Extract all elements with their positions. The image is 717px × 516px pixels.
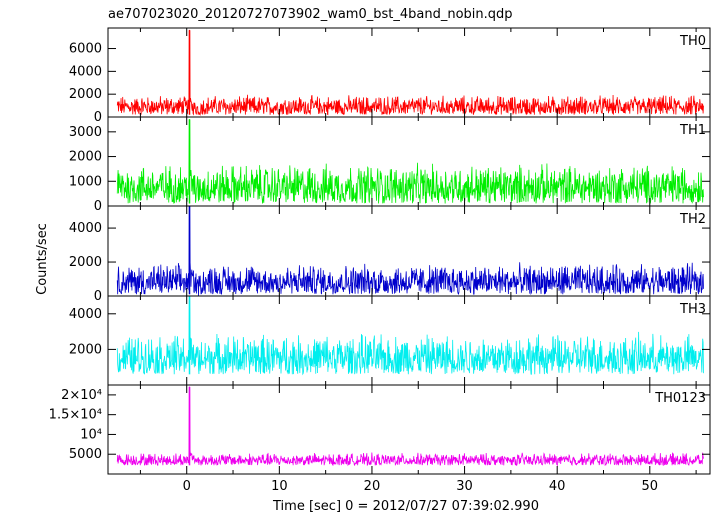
- x-tick-label: 10: [271, 479, 288, 494]
- series-line-th2: [116, 205, 704, 296]
- y-tick-label: 1000: [69, 174, 102, 189]
- x-tick-label: 20: [364, 479, 381, 494]
- x-tick-label: 30: [456, 479, 473, 494]
- panel-th1: 0 1000 2000 3000 TH1: [69, 116, 711, 214]
- panel-label: TH1: [679, 123, 706, 138]
- y-tick-label: 0: [94, 289, 102, 304]
- y-axis-label: Counts/sec: [35, 223, 50, 295]
- panel-label: TH0123: [654, 391, 706, 406]
- x-tick-labels: 0 10 20 30 40 50: [183, 479, 658, 494]
- panel-label: TH2: [679, 212, 706, 227]
- series-line-th0123: [116, 386, 704, 467]
- y-tick-label: 4000: [69, 307, 102, 322]
- y-tick-label: 2000: [69, 255, 102, 270]
- x-tick-label: 0: [183, 479, 191, 494]
- panel-th2: 0 2000 4000 TH2: [69, 205, 711, 304]
- y-tick-label: 0: [94, 110, 102, 125]
- panel-frame: [107, 384, 711, 475]
- y-tick-label: 2000: [69, 150, 102, 165]
- y-tick-label: 5000: [69, 447, 102, 462]
- y-tick-label: 1.5×10⁴: [49, 408, 102, 423]
- y-tick-label: 3000: [69, 125, 102, 140]
- y-tick-label: 4000: [69, 221, 102, 236]
- panel-th0123: 5000 10⁴ 1.5×10⁴ 2×10⁴ TH0123: [49, 384, 711, 475]
- x-tick-label: 40: [549, 479, 566, 494]
- panel-label: TH3: [679, 302, 706, 317]
- panels: 0 2000 4000 6000 TH0 0 1000 2000 3000 TH1 0 2000 400…: [49, 27, 711, 475]
- y-tick-label: 10⁴: [80, 427, 102, 442]
- series-line-th1: [116, 119, 704, 204]
- panel-th0: 0 2000 4000 6000 TH0: [69, 27, 711, 125]
- panel-th3: 2000 4000 TH3: [69, 295, 711, 386]
- y-tick-label: 0: [94, 199, 102, 214]
- y-tick-label: 6000: [69, 42, 102, 57]
- x-axis-label: Time [sec] 0 = 2012/07/27 07:39:02.990: [272, 499, 539, 514]
- y-tick-label: 2×10⁴: [61, 388, 102, 403]
- x-tick-label: 50: [642, 479, 659, 494]
- series-line-th3: [116, 295, 704, 376]
- y-tick-label: 2000: [69, 87, 102, 102]
- y-tick-label: 2000: [69, 342, 102, 357]
- y-tick-label: 4000: [69, 64, 102, 79]
- chart-title: ae707023020_20120727073902_wam0_bst_4ban…: [108, 7, 513, 22]
- series-line-th0: [116, 29, 704, 117]
- panel-label: TH0: [679, 34, 706, 49]
